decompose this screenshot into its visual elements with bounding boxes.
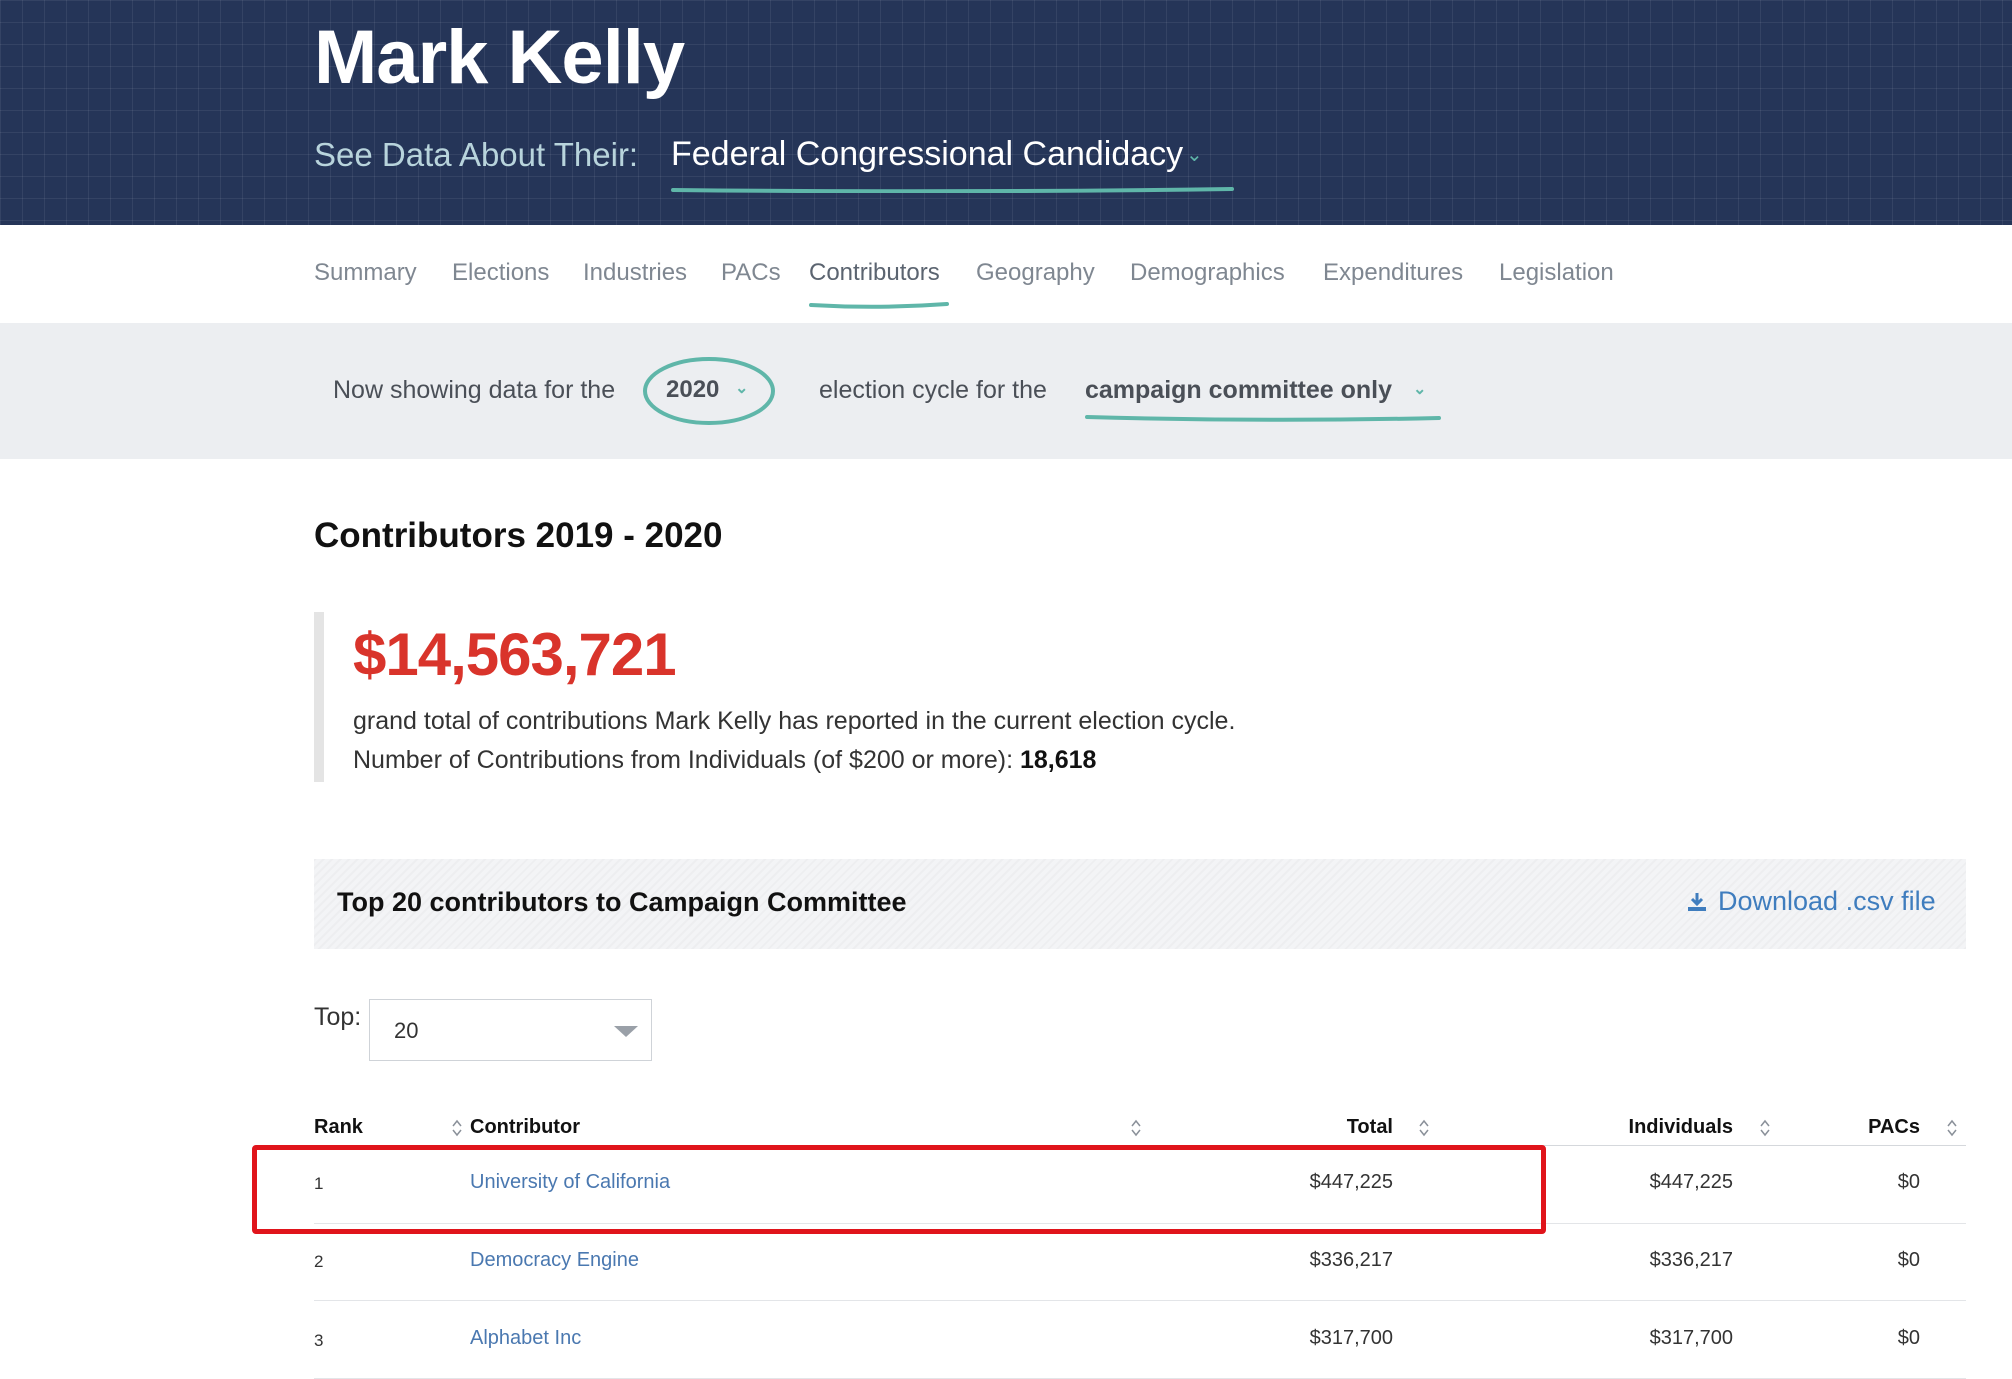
committee-dropdown[interactable]: campaign committee only xyxy=(1085,376,1393,404)
contribution-count-value: 18,618 xyxy=(1019,746,1097,774)
sort-icon[interactable] xyxy=(1418,1118,1430,1138)
tab-industries[interactable]: Industries xyxy=(583,259,688,286)
column-header-total[interactable]: Total xyxy=(1346,1116,1393,1138)
total-block xyxy=(314,612,1324,782)
top-count-select[interactable] xyxy=(369,999,652,1061)
table-cell-total: $336,217 xyxy=(1309,1249,1393,1271)
table-cell-individuals: $317,700 xyxy=(1649,1327,1733,1349)
table-cell-individuals: $447,225 xyxy=(1649,1171,1733,1193)
download-csv-link[interactable]: Download .csv file xyxy=(1718,886,1936,916)
table-cell-pacs: $0 xyxy=(1897,1327,1920,1349)
committee-underline xyxy=(1085,415,1441,422)
tab-bar xyxy=(0,225,2012,323)
table-cell-individuals: $336,217 xyxy=(1649,1249,1733,1271)
top-count-value[interactable]: 20 xyxy=(394,1018,419,1043)
active-tab-underline xyxy=(809,302,949,309)
chevron-down-icon[interactable]: ⌄ xyxy=(735,380,749,397)
contributor-link[interactable]: Alphabet Inc xyxy=(470,1327,582,1349)
sort-icon[interactable] xyxy=(1130,1118,1142,1138)
tab-demographics[interactable]: Demographics xyxy=(1130,259,1285,286)
contributor-link[interactable]: University of California xyxy=(470,1171,671,1193)
table-cell-rank: 2 xyxy=(314,1252,324,1271)
candidacy-dropdown[interactable]: Federal Congressional Candidacy xyxy=(671,135,1184,173)
column-header-pacs[interactable]: PACs xyxy=(1868,1116,1920,1138)
contributor-link[interactable]: Democracy Engine xyxy=(470,1249,639,1271)
row-divider xyxy=(314,1300,1966,1301)
sort-icon[interactable] xyxy=(1946,1118,1958,1138)
chevron-down-icon[interactable]: ⌄ xyxy=(1413,381,1427,398)
column-header-rank[interactable]: Rank xyxy=(314,1116,363,1138)
tab-legislation[interactable]: Legislation xyxy=(1499,259,1614,286)
row-divider xyxy=(314,1223,1966,1224)
download-icon[interactable] xyxy=(1686,891,1708,913)
page-header xyxy=(0,0,2012,225)
tab-expenditures[interactable]: Expenditures xyxy=(1323,259,1464,286)
cycle-filter-band xyxy=(0,323,2012,459)
table-cell-rank: 3 xyxy=(314,1331,324,1350)
column-header-individuals[interactable]: Individuals xyxy=(1628,1116,1733,1138)
cycle-prefix-text: Now showing data for the xyxy=(333,376,616,404)
top-select-label: Top: xyxy=(314,1003,362,1031)
tab-geography[interactable]: Geography xyxy=(976,259,1095,286)
table-cell-pacs: $0 xyxy=(1897,1249,1920,1271)
grand-total: $14,563,721 xyxy=(353,621,677,688)
see-data-label: See Data About Their: xyxy=(314,136,639,173)
top-contributors-bar xyxy=(314,859,1966,949)
top-contributors-title: Top 20 contributors to Campaign Committe… xyxy=(337,887,907,917)
candidacy-underline xyxy=(671,187,1234,193)
page-title: Contributors 2019 - 2020 xyxy=(314,516,723,555)
candidate-name: Mark Kelly xyxy=(314,15,685,100)
dropdown-arrow-icon[interactable] xyxy=(614,1026,638,1037)
tab-contributors[interactable]: Contributors xyxy=(809,259,940,286)
row-highlight-box xyxy=(252,1145,1546,1234)
table-cell-total: $317,700 xyxy=(1309,1327,1393,1349)
sort-icon[interactable] xyxy=(451,1118,463,1138)
contribution-count-label: Number of Contributions from Individuals… xyxy=(353,746,1014,774)
grand-total-description: grand total of contributions Mark Kelly … xyxy=(353,707,1236,735)
column-header-contributor[interactable]: Contributor xyxy=(470,1116,580,1138)
table-cell-total: $447,225 xyxy=(1309,1171,1393,1193)
sort-icon[interactable] xyxy=(1759,1118,1771,1138)
chevron-down-icon[interactable]: ⌄ xyxy=(1186,144,1203,166)
tab-summary[interactable]: Summary xyxy=(314,259,417,286)
year-circle xyxy=(643,357,775,425)
table-cell-rank: 1 xyxy=(314,1174,324,1193)
cycle-year-dropdown[interactable]: 2020 xyxy=(666,376,720,403)
tab-pacs[interactable]: PACs xyxy=(721,259,781,286)
cycle-middle-text: election cycle for the xyxy=(819,376,1047,404)
contribution-count: Number of Contributions from Individuals… xyxy=(353,746,1096,775)
tab-elections[interactable]: Elections xyxy=(452,259,550,286)
table-cell-pacs: $0 xyxy=(1897,1171,1920,1193)
